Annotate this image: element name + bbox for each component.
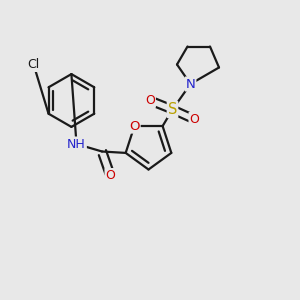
Text: O: O <box>145 94 155 107</box>
Text: O: O <box>106 169 115 182</box>
Text: Cl: Cl <box>28 58 40 71</box>
Text: O: O <box>190 113 199 126</box>
Text: NH: NH <box>67 137 86 151</box>
Text: O: O <box>129 120 140 133</box>
Text: S: S <box>168 102 177 117</box>
Text: N: N <box>186 77 195 91</box>
